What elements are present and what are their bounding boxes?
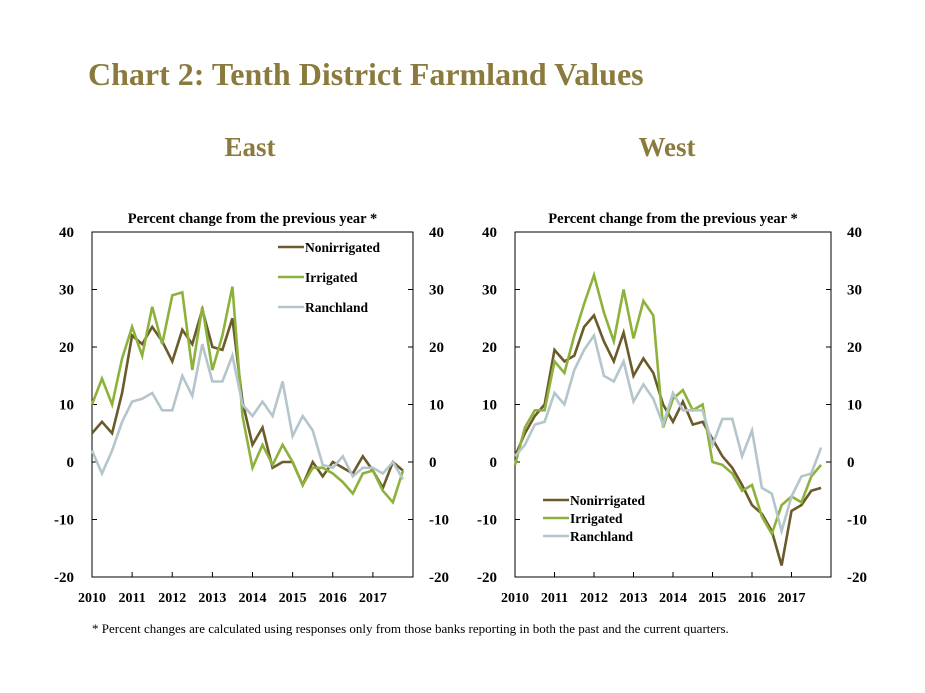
west-ytick-label-right: 10: [847, 398, 862, 414]
east-xtick-label: 2012: [158, 591, 186, 606]
east-plot-frame: [91, 231, 414, 578]
east-ytick-label-right: 0: [429, 455, 437, 471]
east-ytick-label-right: 30: [429, 283, 444, 299]
west-series-irrigated: [513, 270, 823, 538]
east-xtick-label: 2014: [239, 591, 267, 606]
east-panel-title: East: [224, 132, 276, 162]
east-ytick-label-right: -10: [429, 513, 449, 529]
east-ytick-label-left: 30: [59, 283, 74, 299]
east-legend-label-ranchland: Ranchland: [305, 300, 369, 315]
west-ytick-label-right: 30: [847, 283, 862, 299]
east-xtick-label: 2010: [78, 591, 106, 606]
west-xtick-label: 2015: [699, 591, 727, 606]
east-ytick-label-left: -20: [54, 570, 74, 586]
west-ytick-label-right: 40: [847, 225, 862, 241]
west-ytick-label-left: -10: [477, 513, 497, 529]
west-subtitle: Percent change from the previous year *: [548, 211, 797, 227]
east-series-ranchland: [90, 343, 405, 480]
east-ytick-label-right: -20: [429, 570, 449, 586]
west-ytick-label-right: -10: [847, 513, 867, 529]
west-ytick-label-left: 20: [482, 340, 497, 356]
west-ytick-label-left: 40: [482, 225, 497, 241]
west-ytick-label-left: 10: [482, 398, 497, 414]
west-xtick-label: 2016: [738, 591, 766, 606]
east-ytick-label-left: 10: [59, 398, 74, 414]
footnote: * Percent changes are calculated using r…: [92, 621, 729, 636]
east-xtick-label: 2015: [279, 591, 307, 606]
west-ytick-label-right: 0: [847, 455, 855, 471]
west-legend-label-nonirrigated: Nonirrigated: [570, 493, 645, 508]
west-ytick-label-right: 20: [847, 340, 862, 356]
west-legend-label-irrigated: Irrigated: [570, 511, 623, 526]
east-ytick-label-left: 20: [59, 340, 74, 356]
west-legend-label-ranchland: Ranchland: [570, 529, 634, 544]
east-xtick-label: 2011: [119, 591, 146, 606]
west-ytick-label-left: -20: [477, 570, 497, 586]
west-xtick-label: 2011: [541, 591, 568, 606]
east-ytick-label-right: 10: [429, 398, 444, 414]
east-ytick-label-left: -10: [54, 513, 74, 529]
east-xtick-label: 2016: [319, 591, 347, 606]
west-ytick-label-left: 30: [482, 283, 497, 299]
east-xtick-label: 2017: [359, 591, 387, 606]
east-ytick-label-left: 40: [59, 225, 74, 241]
west-xtick-label: 2017: [778, 591, 806, 606]
east-legend-label-nonirrigated: Nonirrigated: [305, 240, 380, 255]
east-legend-label-irrigated: Irrigated: [305, 270, 358, 285]
west-xtick-label: 2014: [659, 591, 687, 606]
west-xtick-label: 2010: [501, 591, 529, 606]
west-series-ranchland: [514, 332, 823, 536]
east-series-irrigated: [90, 286, 405, 505]
east-ytick-label-right: 40: [429, 225, 444, 241]
west-xtick-label: 2013: [620, 591, 648, 606]
west-ytick-label-left: 0: [490, 455, 498, 471]
west-xtick-label: 2012: [580, 591, 608, 606]
chart-title: Chart 2: Tenth District Farmland Values: [88, 56, 644, 92]
east-xtick-label: 2013: [198, 591, 226, 606]
east-ytick-label-right: 20: [429, 340, 444, 356]
east-ytick-label-left: 0: [67, 455, 75, 471]
west-panel-title: West: [638, 132, 696, 162]
west-ytick-label-right: -20: [847, 570, 867, 586]
east-subtitle: Percent change from the previous year *: [128, 211, 377, 227]
